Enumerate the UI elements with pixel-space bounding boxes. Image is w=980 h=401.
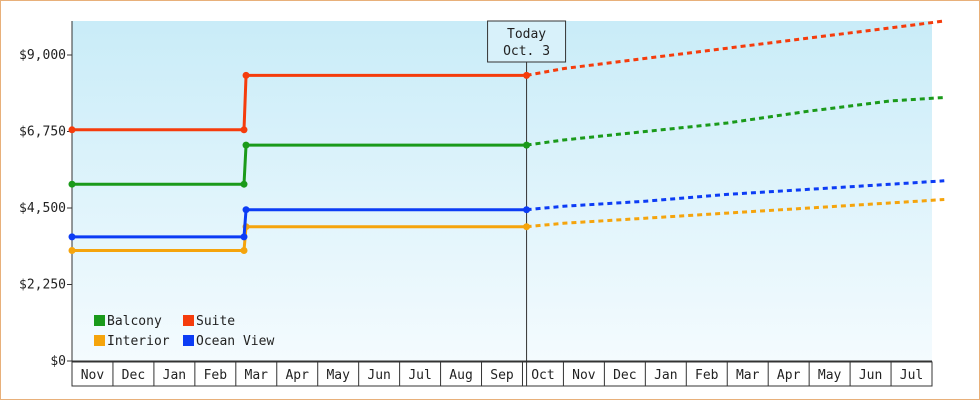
x-month-label: Jul [900,368,923,383]
series-line-balcony [72,143,527,186]
x-axis: Nov Dec Jan Feb Mar Apr May Jun Jul Aug Sep Oct Nov D… [71,360,933,387]
data-point-ocean-view [523,206,531,214]
y-tick-label: $0 [50,354,66,369]
x-month-label: Dec [122,368,145,383]
x-month-label: Jun [367,368,390,383]
data-point-suite [523,71,531,79]
forecast-line-interior [526,198,945,229]
data-point-interior [68,247,76,254]
x-month-label: Nov [572,368,596,383]
y-tick-label: $4,500 [19,201,66,216]
x-month-label: May [326,368,350,383]
x-month-label: Jan [654,368,677,383]
data-point-balcony [240,180,248,188]
x-month-label: Aug [449,368,472,383]
legend-label-interior: Interior [107,334,170,349]
today-box [487,20,567,63]
data-point-interior [523,223,531,231]
x-month-label: Oct [531,368,554,383]
forecast-line-balcony [526,96,945,147]
legend-label-suite: Suite [196,314,235,329]
legend-swatch-suite [183,315,194,326]
data-point-ocean-view [242,206,250,214]
x-month-label: Dec [613,368,636,383]
data-point-suite [68,126,76,134]
data-point-balcony [523,141,531,149]
y-tick-label: $2,250 [19,278,66,293]
data-point-interior [240,247,248,254]
x-month-label: Jan [163,368,186,383]
x-month-label: Jun [859,368,882,383]
legend-swatch-balcony [94,315,105,326]
month-strip [71,361,933,387]
x-month-label: Mar [245,368,269,383]
legend-swatch-ocean-view [183,335,194,346]
data-point-balcony [242,141,250,149]
legend-label-balcony: Balcony [107,314,162,329]
x-month-label: Mar [736,368,760,383]
forecast-line-ocean-view [526,179,945,212]
data-point-suite [242,71,250,79]
x-month-label: Nov [81,368,105,383]
today-date-label: Oct. 3 [503,44,550,59]
data-point-ocean-view [240,233,248,241]
today-marker: Today Oct. 3 [487,20,567,386]
x-month-label: Feb [695,368,719,383]
legend: Balcony Suite Interior Ocean View [94,314,274,349]
x-month-label: Jul [408,368,431,383]
x-month-label: Apr [285,368,309,383]
legend-swatch-interior [94,335,105,346]
data-point-ocean-view [68,233,76,241]
x-month-label: Feb [204,368,228,383]
plot-background [72,21,932,361]
x-month-label: Sep [490,368,514,383]
x-month-label: Apr [777,368,801,383]
legend-label-ocean-view: Ocean View [196,334,274,349]
series-lines [68,19,945,254]
data-point-suite [240,126,248,134]
y-tick-label: $9,000 [19,48,66,63]
x-month-label: May [818,368,842,383]
today-label: Today [507,27,546,42]
series-line-suite [72,73,527,132]
data-point-balcony [68,180,76,188]
forecast-line-suite [526,19,945,77]
y-tick-label: $6,750 [19,125,66,140]
series-line-ocean-view [72,208,527,239]
y-axis: $0 $2,250 $4,500 $6,750 $9,000 [19,21,73,369]
